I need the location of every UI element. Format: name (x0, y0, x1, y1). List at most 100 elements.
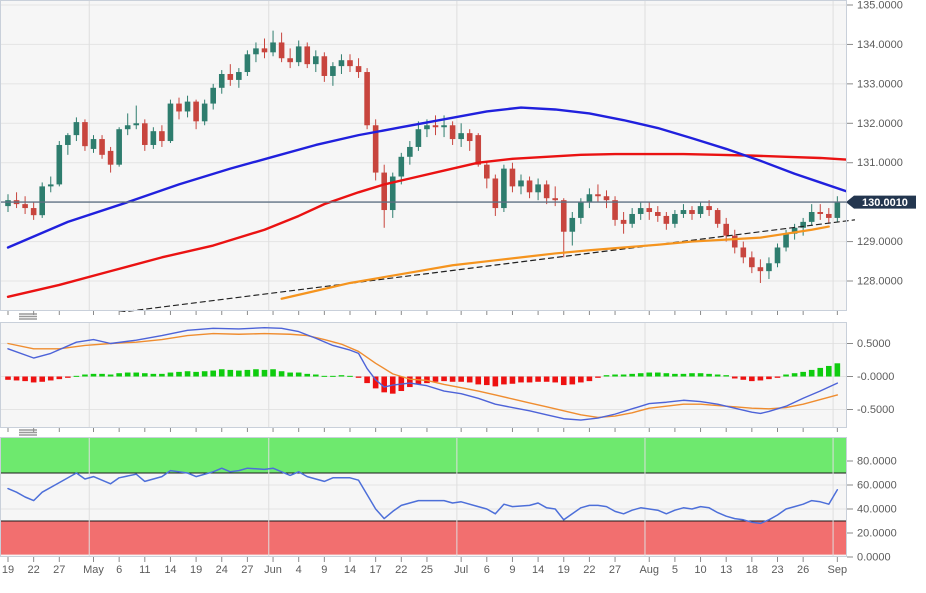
x-axis-label: Aug (639, 564, 659, 576)
candle-body (603, 196, 610, 201)
macd-histogram-bar (492, 376, 499, 387)
candle-body (372, 125, 379, 173)
x-axis-label: 22 (395, 564, 407, 576)
macd-histogram-bar (817, 367, 824, 377)
macd-histogram-bar (133, 372, 140, 377)
candle-body (706, 206, 712, 211)
macd-histogram-bar (543, 376, 550, 382)
candle-body (30, 208, 37, 216)
macd-histogram-bar (569, 376, 576, 385)
x-axis-label: 14 (344, 564, 356, 576)
macd-histogram-bar (330, 375, 336, 377)
x-axis-label: 19 (190, 564, 202, 576)
candle-body (492, 178, 499, 209)
macd-histogram-bar (834, 363, 841, 377)
macd-histogram-bar (560, 376, 567, 386)
x-axis-label: 6 (484, 564, 490, 576)
candle-body (236, 72, 242, 80)
macd-histogram-bar (800, 371, 806, 377)
macd-histogram-bar (791, 373, 798, 377)
macd-histogram-bar (749, 376, 755, 382)
x-axis-label: 19 (2, 564, 14, 576)
candle-body (270, 42, 276, 53)
y-axis-label: 129.0000 (857, 236, 903, 248)
candle-body (381, 172, 387, 211)
macd-histogram-bar (278, 371, 285, 377)
rsi-overbought-zone (0, 437, 847, 473)
candle-body (39, 186, 45, 216)
candle-body (313, 56, 319, 65)
candle-body (210, 87, 216, 104)
macd-histogram-bar (201, 371, 208, 377)
candle-body (287, 58, 293, 63)
indicator-lines (6, 106, 856, 525)
y-axis-label: -0.0000 (857, 371, 894, 383)
macd-histogram-bar (107, 374, 114, 377)
macd-histogram-bar (321, 375, 328, 377)
macd-histogram-bar (184, 371, 191, 377)
panel-border (0, 0, 847, 311)
macd-histogram-bar (65, 376, 71, 378)
candle-body (107, 150, 114, 165)
candle-body (116, 129, 122, 165)
macd-histogram-bar (603, 375, 610, 377)
candle-body (82, 122, 88, 147)
macd-histogram-bar (150, 373, 157, 377)
candle-body (800, 221, 806, 228)
candle-body (364, 72, 370, 126)
candle-body (159, 131, 165, 142)
macd-histogram-bar (766, 376, 772, 380)
candle-body (731, 235, 738, 248)
separator-strip[interactable] (0, 429, 926, 436)
macd-signal-line (7, 332, 839, 419)
candle-body (338, 60, 345, 67)
rsi-zones (0, 437, 847, 555)
y-axis-label: -0.5000 (857, 404, 894, 416)
macd-histogram-bar (663, 373, 670, 377)
last-price-tag: 130.0010 (846, 195, 916, 209)
candle-body (184, 101, 191, 112)
x-axis-label: 27 (609, 564, 621, 576)
candle-body (535, 184, 541, 193)
macd-histogram-bar (774, 376, 781, 378)
candle-body (740, 247, 747, 258)
x-axis-label: Jul (454, 564, 468, 576)
macd-histogram-bar (466, 376, 473, 383)
y-axis-label: 20.0000 (857, 528, 897, 540)
y-axis-label: 132.0000 (857, 118, 903, 130)
candle-body (774, 247, 781, 264)
macd-histogram-bar (313, 374, 319, 377)
candle-body (578, 202, 584, 218)
macd-histogram-bar (47, 376, 54, 381)
candle-body (466, 133, 473, 142)
macd-histogram-bar (99, 373, 105, 377)
x-axis-label: 17 (370, 564, 382, 576)
macd-histogram-bar (441, 376, 447, 382)
candle-body (646, 208, 653, 213)
macd-histogram-bar (227, 369, 234, 377)
candle-body (783, 233, 789, 248)
ma-orange-line (280, 225, 830, 300)
panel-border (0, 437, 847, 557)
separator-strip[interactable] (0, 312, 926, 321)
candle-body (295, 46, 302, 63)
macd-histogram-bar (808, 369, 815, 377)
macd-histogram-bar (39, 376, 45, 382)
candle-body (526, 180, 533, 193)
price-tag-label: 130.0010 (862, 197, 908, 209)
candle-body (484, 164, 490, 179)
macd-histogram-bar (381, 376, 387, 393)
y-axis-label: 128.0000 (857, 276, 903, 288)
candle-body (244, 54, 251, 73)
candle-body (655, 212, 661, 216)
macd-histogram-bar (30, 376, 37, 383)
macd-histogram-bar (218, 369, 225, 377)
macd-histogram-bar (595, 376, 601, 378)
y-axis-label: 135.0000 (857, 0, 903, 12)
candle-body (99, 139, 105, 155)
candle-body (595, 194, 601, 197)
macd-histogram-bar (338, 375, 345, 377)
macd-histogram-bar (655, 372, 661, 377)
